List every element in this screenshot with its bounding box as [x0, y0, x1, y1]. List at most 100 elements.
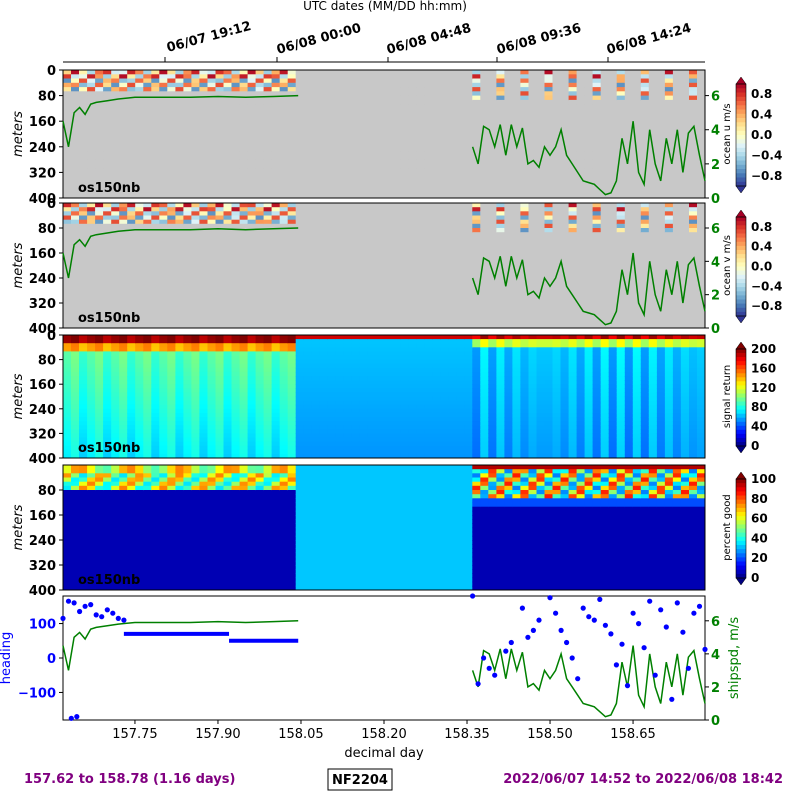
heatmap-cell: [689, 108, 698, 114]
heatmap-cell: [143, 223, 152, 229]
heatmap-cell: [504, 168, 513, 173]
heatmap-cell: [247, 265, 257, 271]
heatmap-cell: [504, 290, 513, 296]
heatmap-cell: [295, 163, 305, 169]
heatmap-cell: [239, 172, 249, 178]
heatmap-cell: [247, 70, 257, 75]
heatmap-cell: [119, 74, 128, 80]
heatmap-cell: [488, 303, 497, 308]
heatmap-cell: [400, 168, 409, 173]
heatmap-cell: [143, 278, 152, 283]
heatmap-cell: [135, 99, 144, 105]
heatmap-cell: [697, 253, 705, 258]
heatmap-cell: [632, 215, 642, 221]
heatmap-cell: [71, 303, 80, 308]
heatmap-cell: [616, 74, 626, 80]
heatmap-cell: [159, 99, 168, 105]
heatmap-cell: [175, 278, 184, 283]
heatmap-cell: [63, 112, 72, 118]
heatmap-cell: [367, 290, 377, 296]
heatmap-cell: [359, 240, 369, 246]
heatmap-cell: [151, 168, 160, 173]
heatmap-cell: [335, 129, 345, 135]
heatmap-cell: [416, 211, 425, 217]
heatmap-cell: [255, 142, 265, 148]
heatmap-cell: [63, 445, 72, 451]
heatmap-cell: [689, 236, 698, 242]
heatmap-cell: [416, 307, 425, 312]
heatmap-cell: [496, 307, 505, 312]
heatmap-cell: [359, 253, 369, 258]
heatmap-cell: [111, 257, 120, 262]
heatmap-cell: [279, 253, 289, 258]
heatmap-cell: [151, 319, 160, 325]
heatmap-cell: [343, 265, 353, 271]
heatmap-cell: [504, 278, 513, 283]
heatmap-cell: [295, 311, 305, 317]
heatmap-cell: [632, 172, 642, 178]
heatmap-cell: [351, 294, 361, 300]
heatmap-cell: [183, 134, 192, 139]
heatmap-cell: [512, 269, 521, 275]
heatmap-cell: [640, 129, 650, 135]
heatmap-cell: [151, 219, 160, 225]
heatmap-cell: [416, 87, 425, 92]
heatmap-cell: [231, 185, 241, 191]
heatmap-cell: [271, 138, 281, 144]
heatmap-cell: [536, 82, 546, 88]
heatmap-cell: [63, 159, 72, 165]
heatmap-cell: [263, 91, 273, 97]
heatmap-cell: [576, 253, 586, 258]
heatmap-cell: [303, 219, 313, 225]
heatmap-cell: [255, 261, 265, 267]
heatmap-cell: [287, 70, 297, 75]
heatmap-cell: [191, 116, 200, 122]
y-tick-label: 240: [29, 141, 56, 156]
heatmap-cell: [175, 116, 184, 122]
heatmap-cell: [640, 138, 650, 144]
heatmap-cell: [103, 282, 112, 287]
heatmap-cell: [215, 269, 225, 275]
heatmap-cell: [127, 125, 136, 131]
heatmap-cell: [576, 78, 586, 84]
heatmap-cell: [119, 207, 128, 212]
heatmap-cell: [504, 228, 513, 233]
heatmap-cell: [215, 323, 225, 328]
heatmap-cell: [496, 108, 505, 114]
heatmap-cell: [223, 151, 233, 156]
heatmap-cell: [223, 87, 233, 92]
heatmap-cell: [71, 376, 80, 381]
heatmap-cell: [207, 176, 217, 182]
heatmap-cell: [367, 215, 377, 221]
heatmap-cell: [103, 269, 112, 275]
heatmap-cell: [376, 219, 385, 225]
colorbar-segment: [736, 245, 746, 251]
heatmap-cell: [111, 323, 120, 328]
heatmap-cell: [231, 286, 241, 292]
heatmap-cell: [215, 91, 225, 97]
heatmap-cell: [295, 172, 305, 178]
heatmap-cell: [448, 319, 457, 325]
heatmap-cell: [111, 134, 120, 139]
heatmap-cell: [335, 211, 345, 217]
heatmap-cell: [689, 180, 698, 186]
heatmap-cell: [464, 315, 473, 321]
heatmap-cell: [111, 78, 120, 84]
heatmap-cell: [199, 176, 208, 182]
colorbar-segment: [736, 156, 746, 162]
heatmap-cell: [520, 151, 529, 156]
heatmap-cell: [335, 151, 345, 156]
heatmap-cell: [111, 87, 120, 92]
heatmap-cell: [488, 294, 497, 300]
heatmap-cell: [343, 253, 353, 258]
heatmap-cell: [239, 99, 249, 105]
heatmap-cell: [472, 282, 481, 287]
heatmap-cell: [71, 384, 80, 389]
heatmap-cell: [432, 185, 441, 191]
heatmap-cell: [263, 211, 273, 217]
heatmap-cell: [223, 228, 233, 233]
heatmap-cell: [496, 99, 505, 105]
heatmap-cell: [175, 215, 184, 221]
heatmap-cell: [488, 134, 497, 139]
heatmap-cell: [600, 108, 610, 114]
